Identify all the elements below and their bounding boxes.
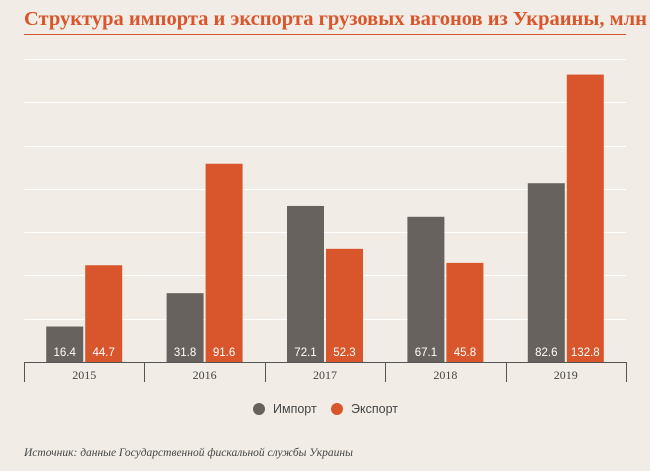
- data-label-export-2016: 91.6: [213, 347, 235, 359]
- legend-swatch-import: [253, 403, 265, 415]
- x-tick-label-2017: 2017: [313, 368, 337, 382]
- bar-export-2015: [85, 265, 123, 362]
- bar-import-2018: [407, 216, 445, 362]
- data-label-export-2015: 44.7: [93, 347, 115, 359]
- legend: Импорт Экспорт: [0, 402, 650, 422]
- data-label-import-2017: 72.1: [294, 347, 316, 359]
- legend-label-export: Экспорт: [351, 402, 398, 416]
- bar-chart: 16.4 44.7 2015 31.8 91.6 2016 72.1 52.3 2017 67.1…: [24, 59, 627, 382]
- bar-export-2016: [205, 163, 243, 362]
- legend-item-import: Импорт: [253, 402, 317, 416]
- x-tick-label-2018: 2018: [433, 368, 457, 382]
- legend-item-export: Экспорт: [331, 402, 398, 416]
- bar-export-2019: [566, 74, 604, 362]
- data-label-export-2018: 45.8: [454, 347, 476, 359]
- data-label-import-2018: 67.1: [415, 347, 437, 359]
- bar-import-2015: [46, 326, 84, 362]
- x-tick-label-2016: 2016: [193, 368, 217, 382]
- legend-label-import: Импорт: [273, 402, 317, 416]
- source-note: Источник: данные Государственной фискаль…: [24, 447, 353, 459]
- data-label-import-2015: 16.4: [54, 347, 77, 359]
- data-label-import-2019: 82.6: [535, 347, 557, 359]
- bar-import-2016: [166, 293, 204, 362]
- chart-title: Структура импорта и экспорта грузовых ва…: [24, 8, 650, 30]
- bar-import-2019: [527, 183, 565, 362]
- data-label-import-2016: 31.8: [174, 347, 196, 359]
- bar-import-2017: [287, 205, 324, 362]
- data-label-export-2017: 52.3: [333, 347, 355, 359]
- bar-export-2017: [326, 248, 363, 362]
- title-underline: [24, 34, 626, 35]
- bar-export-2018: [446, 262, 484, 362]
- data-label-export-2019: 132.8: [571, 347, 600, 359]
- x-tick-label-2015: 2015: [72, 368, 96, 382]
- x-tick-label-2019: 2019: [554, 368, 578, 382]
- legend-swatch-export: [331, 403, 343, 415]
